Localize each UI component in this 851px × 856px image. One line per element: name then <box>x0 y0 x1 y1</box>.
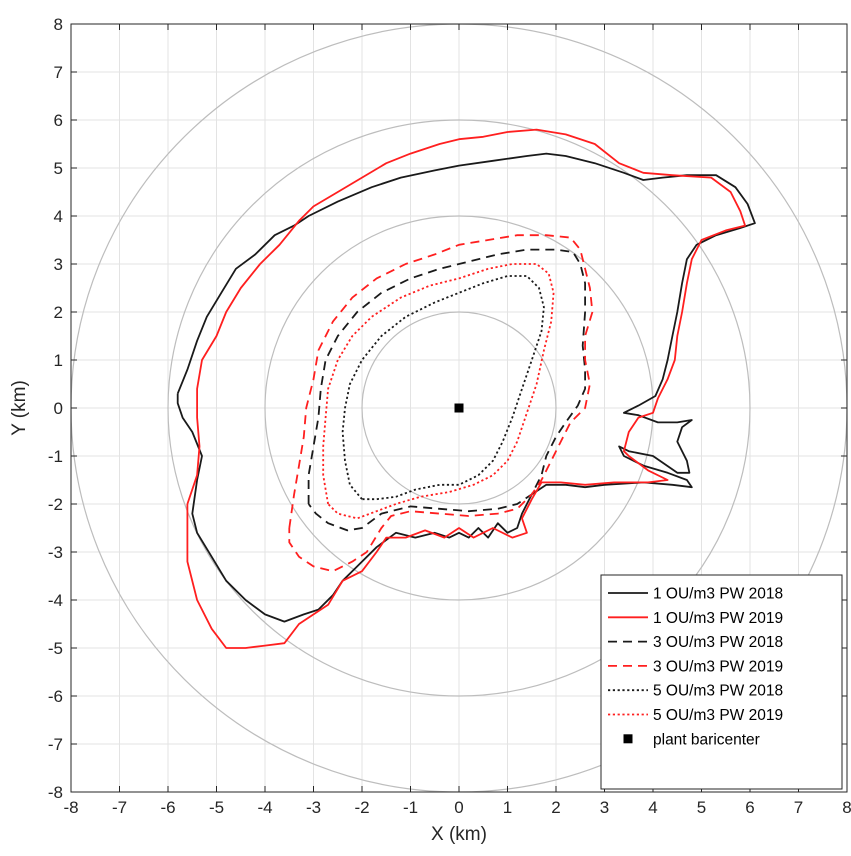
y-axis-label: Y (km) <box>9 380 30 436</box>
x-tick-label: 6 <box>745 798 754 817</box>
x-tick-label: -2 <box>354 798 369 817</box>
y-tick-label: -7 <box>48 735 63 754</box>
series-line <box>288 234 594 573</box>
legend-box <box>600 574 843 790</box>
x-tick-label: 4 <box>648 798 657 817</box>
y-tick-label: -5 <box>48 639 63 658</box>
x-tick-label: 1 <box>503 798 512 817</box>
x-axis-label: X (km) <box>431 824 487 845</box>
x-tick-label: 7 <box>794 798 803 817</box>
x-tick-label: 3 <box>600 798 609 817</box>
x-tick-label: -1 <box>403 798 418 817</box>
reference-circle <box>264 215 654 601</box>
series-line <box>341 275 545 501</box>
tick-labels: -8 -7 -6 -5 -4 -3 -2 -1 0 1 2 3 4 5 6 7 8 -8 -7 -6 -5 -4 -3 -2 -… <box>48 15 851 817</box>
markers <box>454 403 464 413</box>
legend-swatch <box>623 734 633 744</box>
legend: 1 OU/m3 PW 2018 1 OU/m3 PW 2019 3 OU/m3 PW… <box>600 574 843 790</box>
y-tick-label: 8 <box>54 15 63 34</box>
x-tick-label: -3 <box>306 798 321 817</box>
y-tick-label: -2 <box>48 495 63 514</box>
y-tick-label: 0 <box>54 399 63 418</box>
x-tick-label: -6 <box>160 798 175 817</box>
reference-circle <box>167 119 751 697</box>
y-tick-label: 2 <box>54 303 63 322</box>
legend-label: 5 OU/m3 PW 2018 <box>653 683 783 700</box>
series-line <box>186 128 746 649</box>
reference-circles <box>71 24 847 792</box>
series-line <box>307 248 586 532</box>
reference-circle <box>361 311 557 505</box>
series-line <box>322 263 555 520</box>
y-tick-label: -3 <box>48 543 63 562</box>
y-tick-label: -6 <box>48 687 63 706</box>
x-tick-label: 5 <box>697 798 706 817</box>
y-tick-label: 4 <box>54 207 63 226</box>
x-tick-label: 8 <box>842 798 851 817</box>
y-tick-label: 3 <box>54 255 63 274</box>
legend-label: 1 OU/m3 PW 2018 <box>653 586 783 603</box>
legend-label: 3 OU/m3 PW 2018 <box>653 634 783 651</box>
y-tick-label: 6 <box>54 111 63 130</box>
contour-series <box>176 128 756 649</box>
x-tick-label: 2 <box>551 798 560 817</box>
x-tick-label: -8 <box>63 798 78 817</box>
legend-label: 5 OU/m3 PW 2019 <box>653 707 783 724</box>
y-tick-label: 7 <box>54 63 63 82</box>
y-tick-label: -4 <box>48 591 63 610</box>
x-tick-label: -5 <box>209 798 224 817</box>
x-tick-label: -7 <box>112 798 127 817</box>
y-tick-label: -1 <box>48 447 63 466</box>
x-tick-label: 0 <box>454 798 463 817</box>
x-tick-label: -4 <box>257 798 272 817</box>
y-tick-label: 5 <box>54 159 63 178</box>
y-tick-label: 1 <box>54 351 63 370</box>
series-line <box>176 152 756 623</box>
baricenter-marker <box>454 403 464 413</box>
legend-label: 1 OU/m3 PW 2019 <box>653 610 783 627</box>
y-tick-label: -8 <box>48 783 63 802</box>
legend-label: plant baricenter <box>653 731 760 748</box>
legend-label: 3 OU/m3 PW 2019 <box>653 658 783 675</box>
